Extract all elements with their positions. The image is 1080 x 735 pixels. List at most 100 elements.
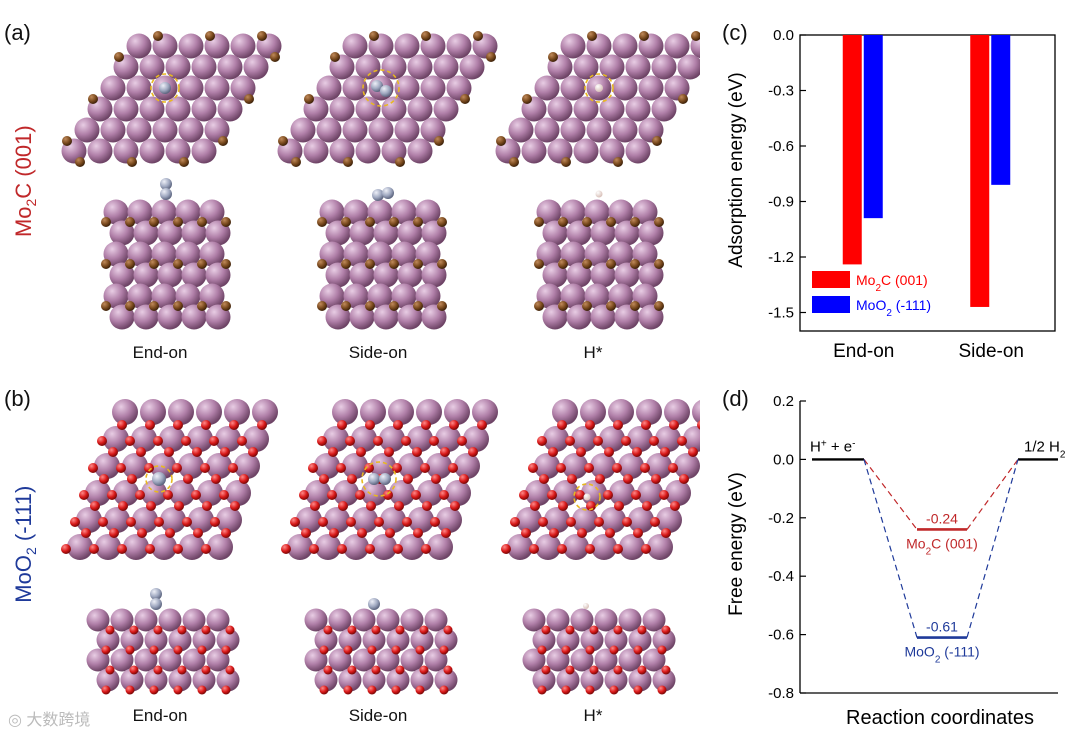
o-atom — [395, 625, 405, 635]
c-atom — [582, 259, 592, 269]
h-atom — [583, 493, 591, 501]
mo-atom — [144, 628, 168, 652]
mo-atom — [74, 117, 100, 143]
o-atom — [225, 665, 235, 675]
mo-atom — [612, 33, 638, 59]
mo-atom — [677, 54, 700, 80]
o-atom — [225, 625, 235, 635]
mo-atom — [151, 534, 177, 560]
o-atom — [557, 420, 567, 430]
mo-atom — [651, 96, 677, 122]
o-atom — [402, 517, 412, 527]
o-atom — [566, 517, 576, 527]
mo-atom — [362, 628, 386, 652]
highlight-circle — [145, 465, 173, 493]
o-atom — [201, 420, 211, 430]
o-atom — [61, 544, 71, 554]
mo-atom — [459, 54, 485, 80]
c-atom — [341, 217, 351, 227]
o-atom — [319, 474, 329, 484]
c-atom — [341, 301, 351, 311]
mo-atom — [521, 138, 547, 164]
o-atom — [384, 447, 394, 457]
highlight-circle — [150, 73, 180, 103]
mo-atom — [109, 220, 135, 246]
mo-atom — [175, 283, 201, 309]
n-atom — [372, 189, 384, 201]
mo-atom — [427, 534, 453, 560]
mo-atom — [243, 426, 269, 452]
mo-atom — [333, 480, 359, 506]
mo-atom — [343, 534, 369, 560]
o-atom — [657, 645, 667, 655]
o-atom — [439, 685, 449, 695]
mo-atom — [181, 262, 207, 288]
mo-atom — [123, 534, 149, 560]
c-atom — [678, 94, 688, 104]
o-atom — [589, 665, 599, 675]
o-atom — [589, 625, 599, 635]
mo-atom — [349, 304, 375, 330]
c-atom — [691, 31, 700, 41]
o-atom — [374, 517, 384, 527]
mo-atom — [343, 283, 369, 309]
mo-atom — [175, 199, 201, 225]
mo-atom — [625, 54, 651, 80]
mo-atom — [417, 480, 443, 506]
o-atom — [197, 685, 207, 695]
mo-atom — [109, 262, 135, 288]
c-atom — [582, 301, 592, 311]
mo-atom — [216, 507, 242, 533]
mo-atom — [532, 668, 556, 692]
chart-d: Free energy (eV) Reaction coordinates 0.… — [726, 393, 1066, 729]
mo-atom — [323, 426, 349, 452]
c-atom — [534, 217, 544, 227]
level-end-label: 1/2 H2 — [1024, 438, 1066, 460]
mo-atom — [103, 283, 129, 309]
mo-atom — [178, 33, 204, 59]
o-atom — [328, 447, 338, 457]
c-atom — [548, 52, 558, 62]
mo-atom — [397, 304, 423, 330]
mo-atom — [338, 628, 362, 652]
mo-atom — [315, 534, 341, 560]
o-atom — [383, 490, 393, 500]
mo-atom — [168, 668, 192, 692]
mo-atom — [112, 399, 138, 425]
o-atom — [153, 665, 163, 675]
mo-atom — [421, 304, 447, 330]
o-atom — [318, 517, 328, 527]
o-atom — [367, 685, 377, 695]
mo-atom — [168, 628, 192, 652]
o-atom — [677, 436, 687, 446]
mo-atom — [319, 283, 345, 309]
mo-atom — [168, 399, 194, 425]
mo-atom — [324, 507, 350, 533]
mo-atom — [536, 199, 562, 225]
o-atom — [477, 420, 487, 430]
o-atom — [301, 528, 311, 538]
chart-c-ytick-label: -0.9 — [768, 194, 794, 211]
o-atom — [239, 474, 249, 484]
mo-atom — [131, 426, 157, 452]
n-atom — [368, 598, 380, 610]
o-atom — [126, 517, 136, 527]
o-atom — [401, 436, 411, 446]
o-atom — [319, 645, 329, 655]
o-atom — [125, 645, 135, 655]
o-atom — [201, 544, 211, 554]
caption-b-h: H* — [583, 706, 603, 725]
o-atom — [101, 685, 111, 695]
o-atom — [70, 517, 80, 527]
mo-atom — [141, 480, 167, 506]
mo-atom — [573, 96, 599, 122]
mo-atom — [199, 199, 225, 225]
c-atom — [127, 157, 137, 167]
c-atom — [365, 217, 375, 227]
o-atom — [337, 544, 347, 554]
c-atom — [421, 31, 431, 41]
connector-mo2c-in — [863, 459, 918, 530]
mo-atom — [139, 138, 165, 164]
o-atom — [281, 544, 291, 554]
mo-atom — [134, 648, 158, 672]
